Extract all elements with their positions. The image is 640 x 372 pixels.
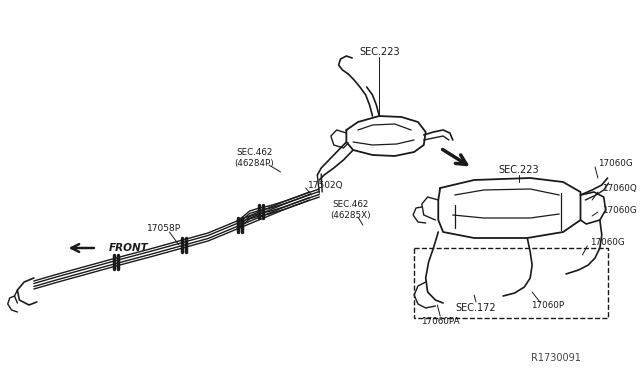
- Text: 17060Q: 17060Q: [602, 183, 637, 192]
- Text: R1730091: R1730091: [531, 353, 580, 363]
- Text: 17060G: 17060G: [598, 158, 632, 167]
- Text: 17060G: 17060G: [590, 237, 625, 247]
- Text: SEC.223: SEC.223: [499, 165, 539, 175]
- Text: SEC.172: SEC.172: [456, 303, 497, 313]
- Text: SEC.223: SEC.223: [359, 47, 399, 57]
- Text: FRONT: FRONT: [108, 243, 148, 253]
- Text: 17060G: 17060G: [602, 205, 636, 215]
- Text: 17060PA: 17060PA: [421, 317, 460, 327]
- Text: 17060P: 17060P: [531, 301, 564, 311]
- Text: 17502Q: 17502Q: [308, 180, 343, 189]
- Text: SEC.462
(46285X): SEC.462 (46285X): [330, 200, 371, 220]
- Text: SEC.462
(46284P): SEC.462 (46284P): [235, 148, 275, 168]
- Text: 17058P: 17058P: [147, 224, 182, 232]
